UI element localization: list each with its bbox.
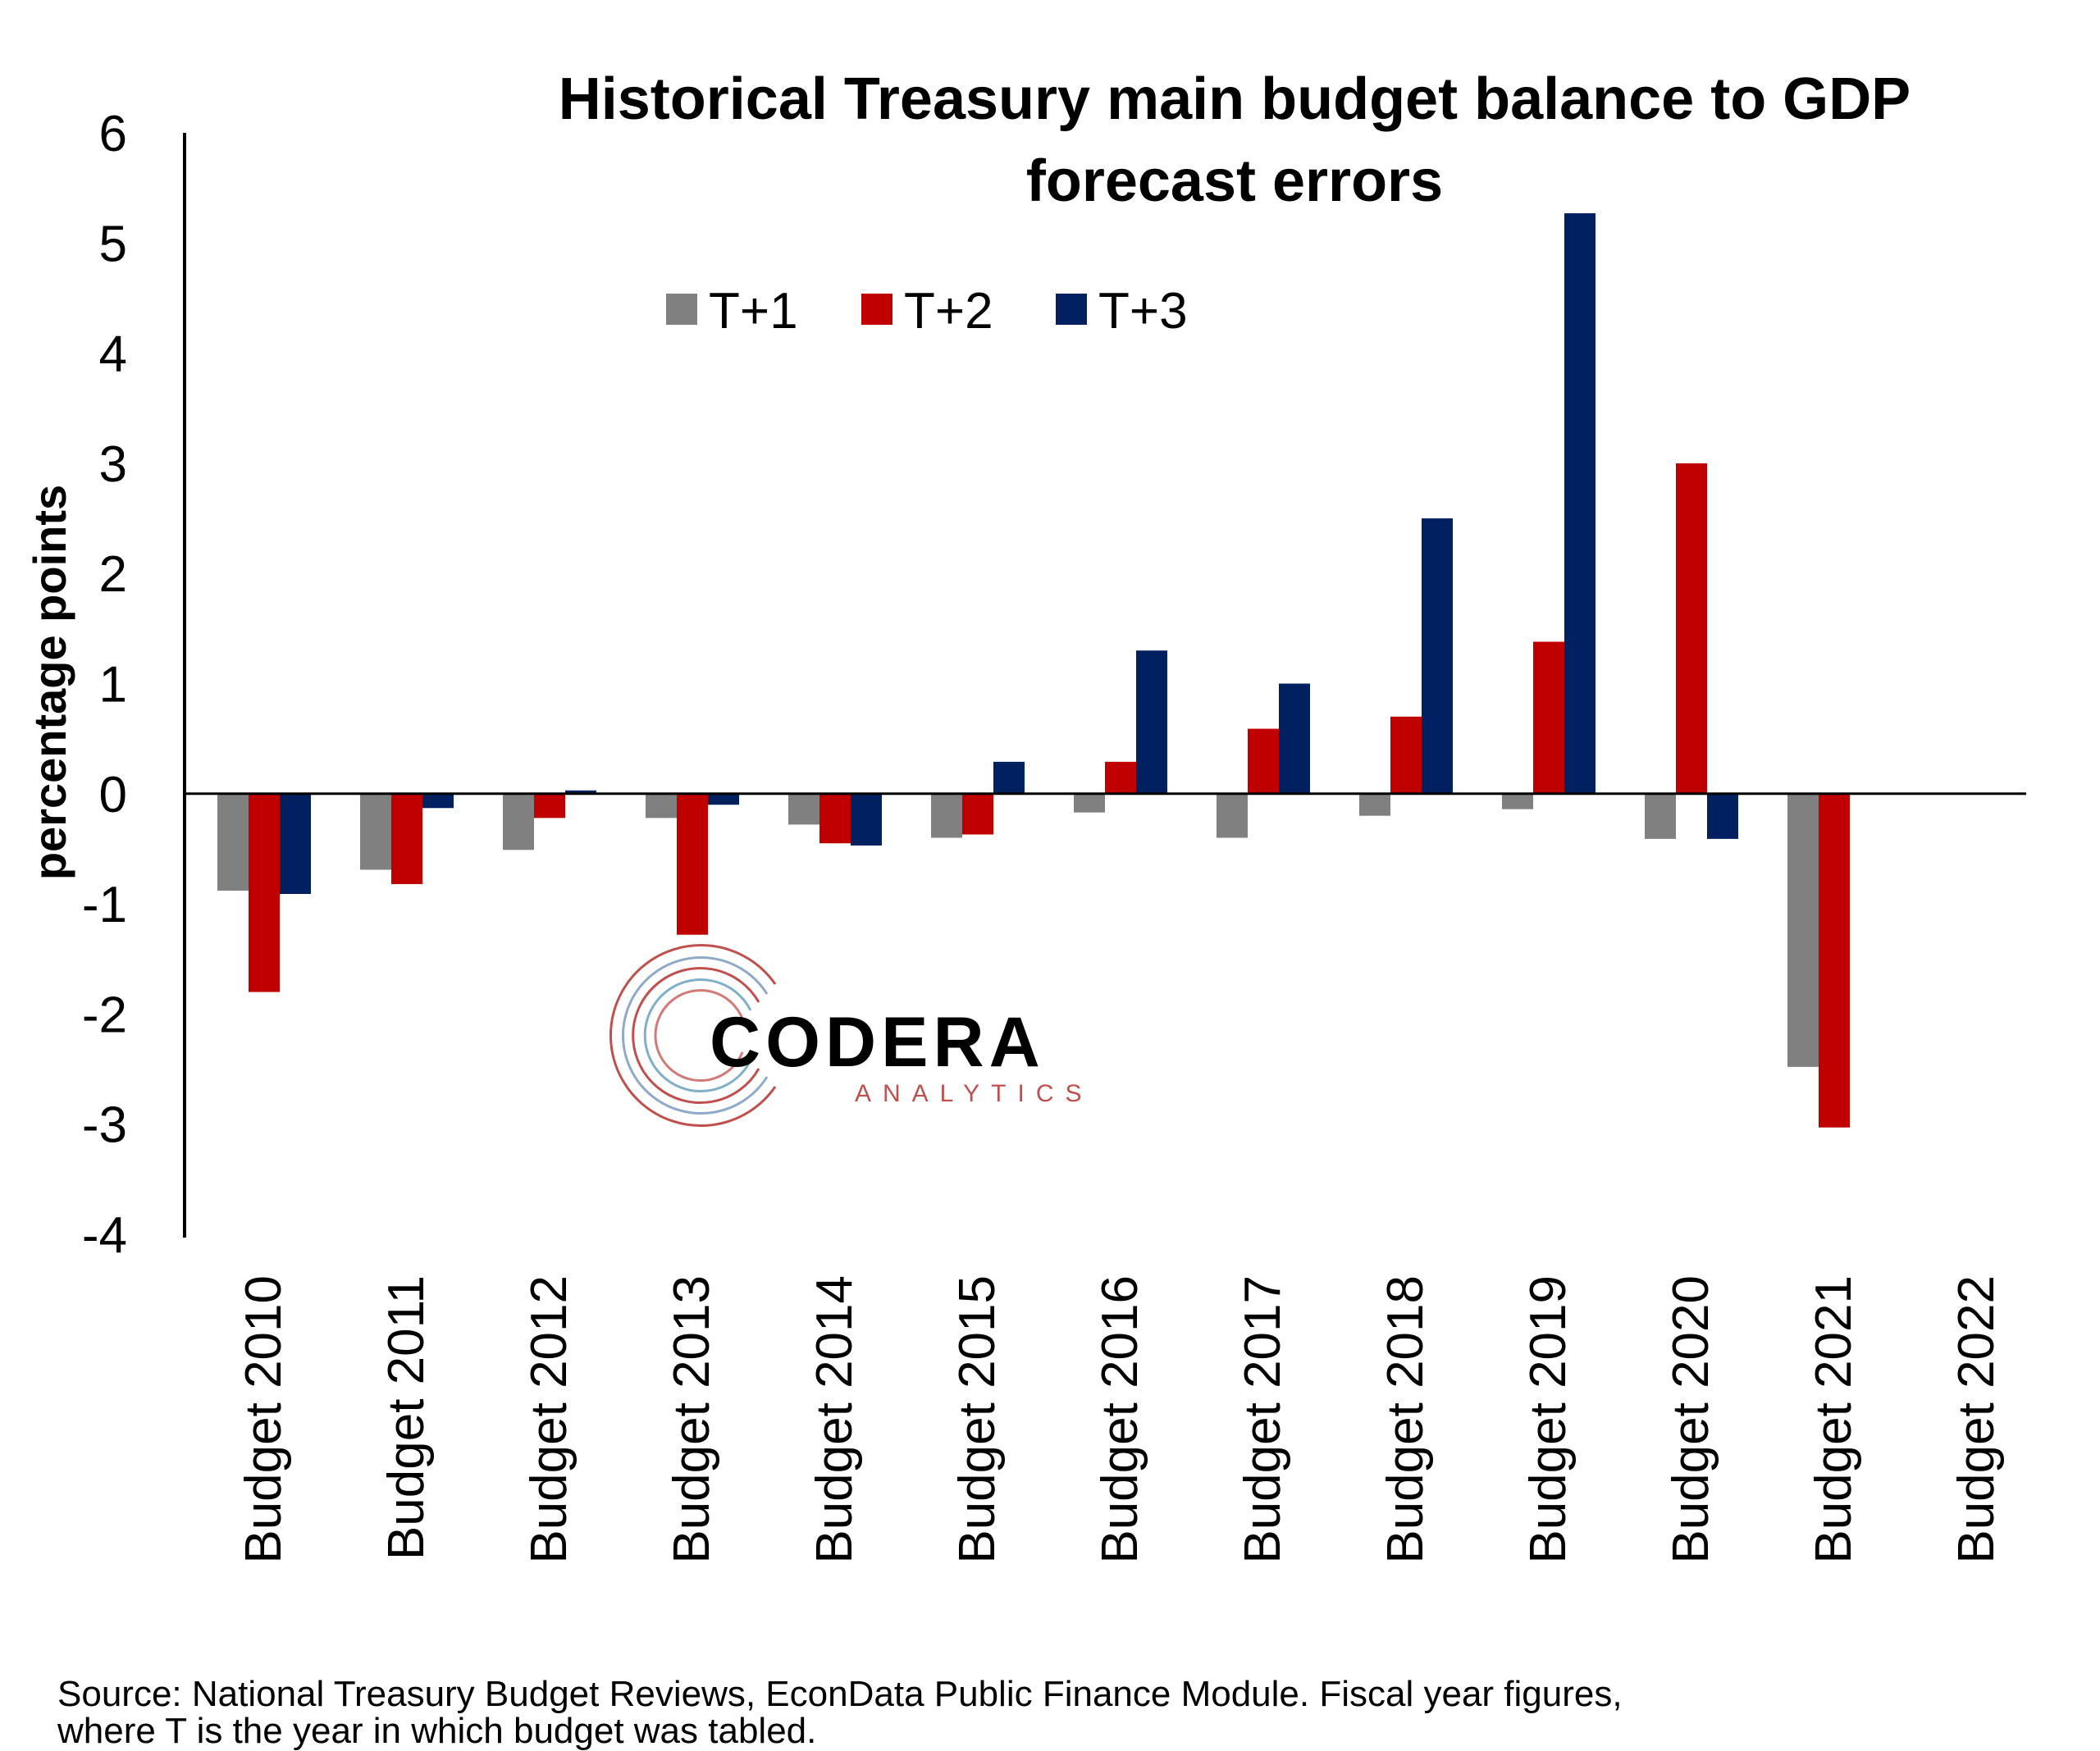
y-tick-labels: 6 5 4 3 2 1 0 -1 -2 -3 -4 xyxy=(82,106,127,1264)
legend-swatch xyxy=(1056,294,1087,325)
bar-tplus3 xyxy=(1136,650,1167,794)
y-tick-label: -3 xyxy=(82,1097,127,1154)
legend-label: T+3 xyxy=(1098,283,1188,340)
y-tick-label: 1 xyxy=(99,657,127,714)
logo-sub-text: ANALYTICS xyxy=(855,1080,1093,1107)
x-tick-label: Budget 2011 xyxy=(378,1275,435,1560)
y-tick-label: 5 xyxy=(99,216,127,272)
y-tick-label: -4 xyxy=(82,1207,127,1264)
bar-tplus2 xyxy=(1248,728,1279,794)
x-tick-label: Budget 2014 xyxy=(806,1275,863,1564)
logo-arc-icon xyxy=(609,944,777,1127)
bar-tplus3 xyxy=(708,793,739,805)
bar-tplus3 xyxy=(851,793,882,846)
bar-tplus1 xyxy=(1217,793,1248,838)
chart-title-line-2: forecast errors xyxy=(1026,148,1443,214)
x-tick-labels: Budget 2010 Budget 2011 Budget 2012 Budget … xyxy=(235,1275,2005,1564)
source-line-2: where T is the year in which budget was … xyxy=(57,1711,816,1751)
bar-tplus3 xyxy=(993,761,1025,794)
y-tick-label: -2 xyxy=(82,987,127,1043)
bar-tplus3 xyxy=(565,790,596,794)
bar-tplus2 xyxy=(677,793,708,935)
bar-tplus1 xyxy=(931,793,962,838)
bars xyxy=(217,213,1850,1128)
x-tick-label: Budget 2022 xyxy=(1948,1275,2005,1564)
bar-tplus2 xyxy=(1533,641,1564,794)
bar-tplus1 xyxy=(646,793,677,819)
x-tick-label: Budget 2015 xyxy=(949,1275,1006,1564)
x-tick-label: Budget 2016 xyxy=(1092,1275,1148,1564)
axes xyxy=(183,133,2026,1238)
legend-label: T+2 xyxy=(904,283,993,340)
bar-tplus1 xyxy=(788,793,819,825)
x-tick-label: Budget 2021 xyxy=(1806,1275,1862,1564)
bar-tplus1 xyxy=(1645,793,1676,839)
x-tick-label: Budget 2012 xyxy=(521,1275,578,1564)
bar-tplus2 xyxy=(819,793,851,844)
codera-logo: CODERA ANALYTICS xyxy=(609,944,1093,1127)
legend-swatch xyxy=(666,294,697,325)
x-tick-label: Budget 2017 xyxy=(1235,1275,1291,1564)
bar-tplus3 xyxy=(1707,793,1738,839)
bar-tplus2 xyxy=(391,793,422,884)
bar-tplus2 xyxy=(249,793,280,992)
logo-main-text: CODERA xyxy=(710,1003,1045,1082)
x-tick-label: Budget 2020 xyxy=(1663,1275,1719,1564)
bar-tplus2 xyxy=(1676,463,1707,794)
chart-title-line-1: Historical Treasury main budget balance … xyxy=(559,66,1911,132)
y-tick-label: 6 xyxy=(99,106,127,162)
bar-tplus1 xyxy=(1359,793,1390,816)
legend-label: T+1 xyxy=(709,283,798,340)
x-tick-label: Budget 2019 xyxy=(1520,1275,1577,1564)
bar-tplus1 xyxy=(503,793,534,850)
bar-tplus1 xyxy=(1502,793,1533,809)
legend: T+1 T+2 T+3 xyxy=(666,283,1188,340)
bar-tplus1 xyxy=(360,793,391,870)
bar-tplus2 xyxy=(534,793,565,819)
y-tick-label: 0 xyxy=(99,767,127,823)
bar-tplus1 xyxy=(1074,793,1105,813)
bar-tplus2 xyxy=(1819,793,1850,1128)
bar-tplus2 xyxy=(962,793,993,835)
bar-tplus2 xyxy=(1390,716,1422,794)
x-tick-label: Budget 2018 xyxy=(1377,1275,1434,1564)
x-tick-label: Budget 2010 xyxy=(235,1275,292,1564)
bar-tplus1 xyxy=(217,793,249,891)
bar-tplus3 xyxy=(280,793,311,895)
source-line-1: Source: National Treasury Budget Reviews… xyxy=(57,1674,1623,1714)
y-axis-label: percentage points xyxy=(24,485,75,880)
y-tick-label: 2 xyxy=(99,546,127,603)
bar-tplus2 xyxy=(1105,761,1136,794)
legend-swatch xyxy=(861,294,892,325)
x-tick-label: Budget 2013 xyxy=(664,1275,720,1564)
bar-tplus3 xyxy=(422,793,454,809)
bar-tplus3 xyxy=(1422,518,1453,794)
y-tick-label: 4 xyxy=(99,326,127,383)
bar-tplus3 xyxy=(1564,213,1596,794)
bar-tplus3 xyxy=(1279,683,1310,794)
bar-tplus1 xyxy=(1787,793,1819,1067)
y-tick-label: -1 xyxy=(82,877,127,933)
y-tick-label: 3 xyxy=(99,436,127,493)
